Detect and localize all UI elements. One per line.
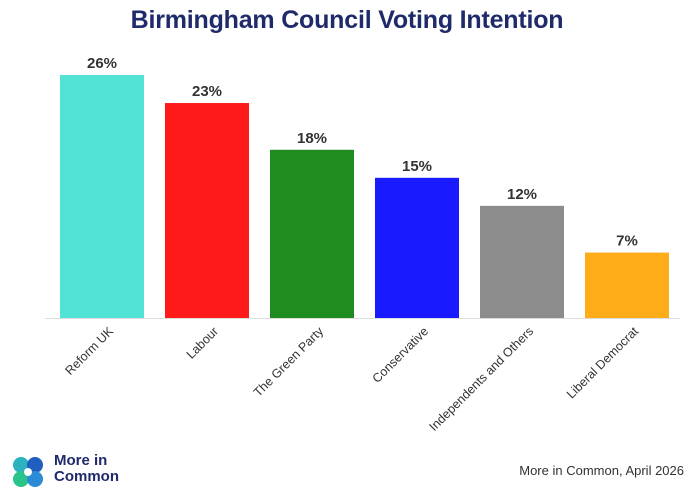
- value-label-3: 15%: [402, 158, 432, 175]
- bar-chart: 26% 23% 18% 15% 12% 7% Reform UK Labour The Gre…: [45, 55, 680, 434]
- logo-wordmark: More in Common: [54, 453, 119, 485]
- bar-1: [165, 103, 249, 319]
- bar-4: [480, 205, 564, 318]
- bar-2: [270, 149, 354, 318]
- logo-line-1: More in: [54, 452, 108, 469]
- category-label-0: Reform UK: [63, 324, 117, 378]
- brand-logo: More in Common: [10, 452, 150, 492]
- category-label-5: Liberal Democrat: [564, 324, 642, 402]
- category-label-2: The Green Party: [251, 324, 327, 400]
- value-label-2: 18%: [297, 130, 327, 147]
- value-label-1: 23%: [192, 83, 222, 100]
- bar-3: [375, 177, 459, 318]
- logo-mark-icon: [13, 457, 43, 487]
- bar-5: [585, 252, 669, 318]
- source-note: More in Common, April 2026: [519, 463, 684, 478]
- category-label-4: Independents and Others: [426, 324, 536, 434]
- chart-title: Birmingham Council Voting Intention: [130, 6, 564, 34]
- value-label-0: 26%: [87, 55, 117, 72]
- value-label-5: 7%: [616, 233, 638, 250]
- value-label-4: 12%: [507, 186, 537, 203]
- category-label-1: Labour: [184, 324, 221, 361]
- bar-0: [60, 75, 144, 318]
- category-label-3: Conservative: [370, 324, 432, 386]
- logo-line-2: Common: [54, 468, 119, 485]
